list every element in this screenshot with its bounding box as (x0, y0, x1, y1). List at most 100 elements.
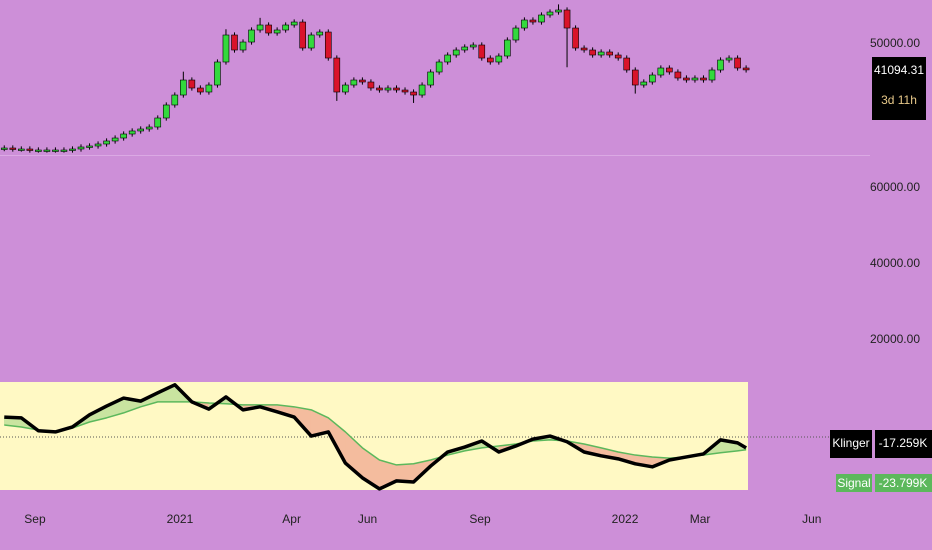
candle-body (9, 147, 17, 150)
candle-body (589, 49, 596, 56)
candle-body (742, 67, 750, 71)
klinger-name-box (830, 430, 872, 458)
countdown: 3d 11h (881, 93, 917, 107)
candle-body (683, 77, 690, 81)
candle-body (504, 39, 511, 57)
candle-body (461, 46, 469, 51)
candle-body (333, 57, 341, 93)
candle-body (205, 84, 213, 93)
candle-body (546, 11, 554, 16)
candle-body (580, 47, 588, 51)
candle-body (478, 44, 486, 59)
candle-body (418, 84, 426, 96)
candle-body (103, 140, 110, 145)
candle-body (256, 24, 264, 31)
candle-body (674, 71, 682, 79)
candle-body (452, 49, 460, 56)
candle-body (77, 146, 85, 150)
candle-body (410, 91, 417, 96)
candle-body (666, 67, 673, 73)
candle-body (708, 69, 716, 81)
marks: Sep 2021 Apr Jun Sep 2022 Mar Jun 50000.00 60000.… (0, 4, 920, 526)
klinger-line (4, 383, 747, 491)
candle-body (717, 59, 724, 71)
candle-body (69, 148, 76, 151)
candle-body (239, 41, 247, 51)
y-tick-label: 20000.00 (870, 332, 920, 346)
candle-body (137, 128, 144, 132)
candle-body (290, 21, 298, 26)
x-tick-label: 2021 (167, 512, 194, 526)
candle-body (563, 9, 571, 29)
candle-body (0, 147, 8, 150)
candle-body (495, 55, 503, 63)
y-tick-label: 50000.00 (870, 36, 920, 50)
candle-body (376, 87, 383, 91)
candle-body (307, 34, 315, 49)
x-tick-label: Jun (802, 512, 821, 526)
x-tick-label: Mar (690, 512, 711, 526)
candle-body (521, 19, 528, 29)
candle-body (342, 84, 349, 93)
x-tick-label: Sep (24, 512, 46, 526)
candle-body (614, 54, 622, 59)
candle-body (180, 79, 187, 96)
candle-body (145, 126, 153, 130)
candle-body (393, 87, 400, 91)
signal-value: -23.799K (879, 476, 928, 490)
candle-body (26, 148, 34, 151)
candle-body (265, 24, 272, 34)
signal-name: Signal (837, 476, 870, 490)
candle-body (487, 57, 494, 63)
candle-body (86, 145, 93, 148)
candle-body (128, 130, 136, 135)
candle-body (538, 14, 545, 23)
candle-body (222, 34, 230, 63)
candle-body (623, 57, 631, 71)
candle-body (43, 149, 51, 152)
candle-body (60, 149, 68, 152)
y-tick-label: 40000.00 (870, 256, 920, 270)
candle-body (231, 34, 238, 51)
candle-body (606, 51, 613, 56)
candle-body (111, 137, 119, 142)
candle-body (171, 94, 179, 106)
candle-body (572, 27, 579, 49)
price-box (872, 57, 926, 120)
candle-body (631, 69, 639, 86)
candle-body (640, 81, 648, 86)
signal-line (4, 401, 747, 466)
candle-body (282, 24, 289, 31)
last-price: 41094.31 (874, 63, 924, 77)
candle-body (154, 117, 162, 128)
candle-body (512, 27, 520, 41)
klinger-name: Klinger (832, 436, 869, 450)
candle-body (725, 57, 733, 61)
x-tick-label: 2022 (612, 512, 639, 526)
candle-body (657, 67, 665, 76)
candle-body (555, 9, 562, 13)
x-tick-label: Apr (282, 512, 301, 526)
candle-body (444, 54, 451, 63)
candle-body (214, 61, 221, 86)
candle-body (734, 57, 741, 69)
candle-body (691, 77, 699, 81)
x-tick-label: Jun (358, 512, 377, 526)
candle-body (188, 79, 196, 89)
candle-body (597, 51, 605, 56)
candle-body (94, 143, 102, 147)
candle-body (273, 29, 281, 34)
klinger-value-box (875, 430, 932, 458)
candle-body (649, 74, 656, 83)
candle-body (162, 104, 170, 119)
signal-name-box (836, 474, 872, 492)
candle-body (529, 19, 537, 23)
candle-body (427, 71, 434, 86)
candle-body (384, 87, 392, 91)
candle-body (324, 31, 332, 59)
candle-body (367, 81, 375, 89)
signal-value-box (875, 474, 932, 492)
candle-body (401, 89, 409, 93)
candle-body (700, 77, 707, 81)
